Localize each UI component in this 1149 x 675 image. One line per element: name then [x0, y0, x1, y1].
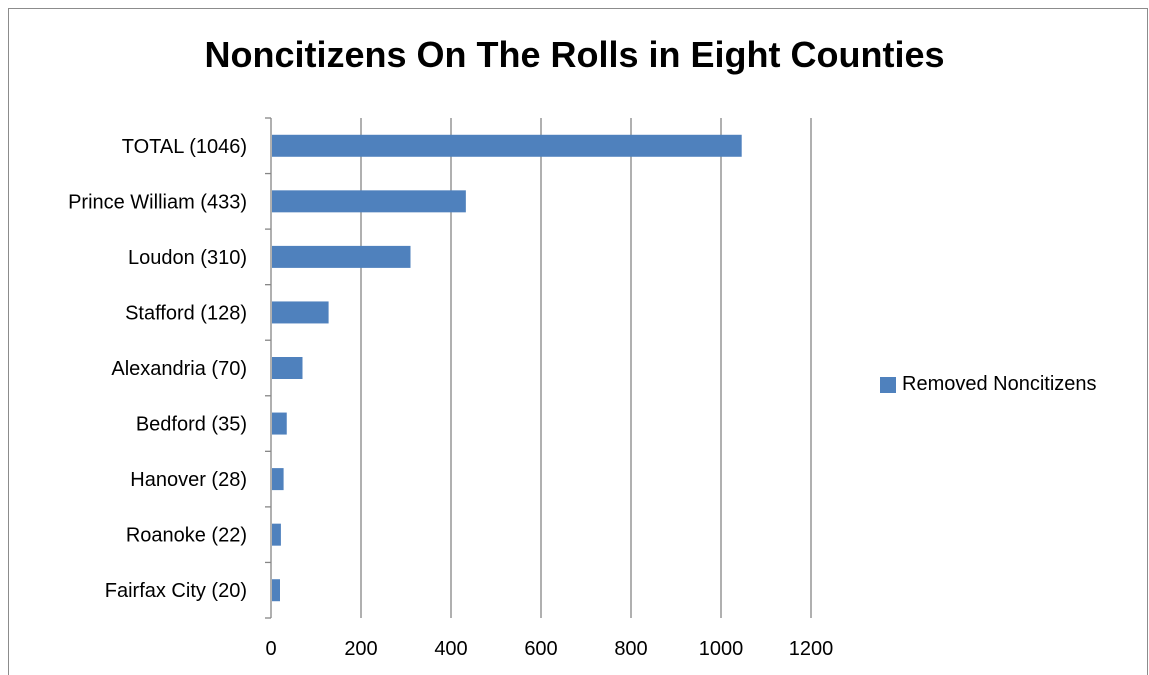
bar: [272, 523, 281, 546]
chart-frame: [8, 8, 1148, 675]
x-tick-label: 800: [614, 638, 647, 660]
x-tick-label: 400: [434, 638, 467, 660]
category-label: Fairfax City (20): [105, 580, 247, 602]
legend-swatch: [880, 376, 896, 393]
x-tick-label: 0: [265, 638, 276, 660]
category-label: Bedford (35): [136, 414, 247, 436]
x-tick-label: 1000: [699, 638, 744, 660]
x-tick-labels: 0 200 400 600 800 1000 1200: [265, 638, 833, 660]
category-label: Prince William (433): [68, 191, 247, 213]
x-tick-label: 1200: [789, 638, 834, 660]
legend: Removed Noncitizens: [880, 373, 1097, 396]
chart-title: Noncitizens On The Rolls in Eight Counti…: [204, 34, 945, 75]
category-labels: TOTAL (1046) Prince William (433) Loudon (…: [68, 136, 247, 602]
gridlines: [360, 118, 812, 618]
category-label: Stafford (128): [125, 302, 247, 324]
bar: [272, 412, 287, 435]
bar: [272, 134, 742, 157]
bar: [272, 301, 329, 324]
bars: [272, 134, 742, 602]
bar: [272, 357, 303, 379]
bar: [272, 579, 280, 602]
axes: [265, 117, 272, 619]
x-tick-label: 200: [344, 638, 377, 660]
category-label: Roanoke (22): [126, 525, 247, 547]
bar: [272, 245, 411, 268]
x-tick-label: 600: [524, 638, 557, 660]
bar: [272, 468, 284, 491]
legend-label: Removed Noncitizens: [902, 373, 1097, 395]
category-label: TOTAL (1046): [122, 136, 247, 158]
category-label: Hanover (28): [130, 469, 247, 491]
category-label: Alexandria (70): [111, 358, 247, 380]
category-label: Loudon (310): [128, 247, 247, 269]
bar: [272, 190, 466, 213]
